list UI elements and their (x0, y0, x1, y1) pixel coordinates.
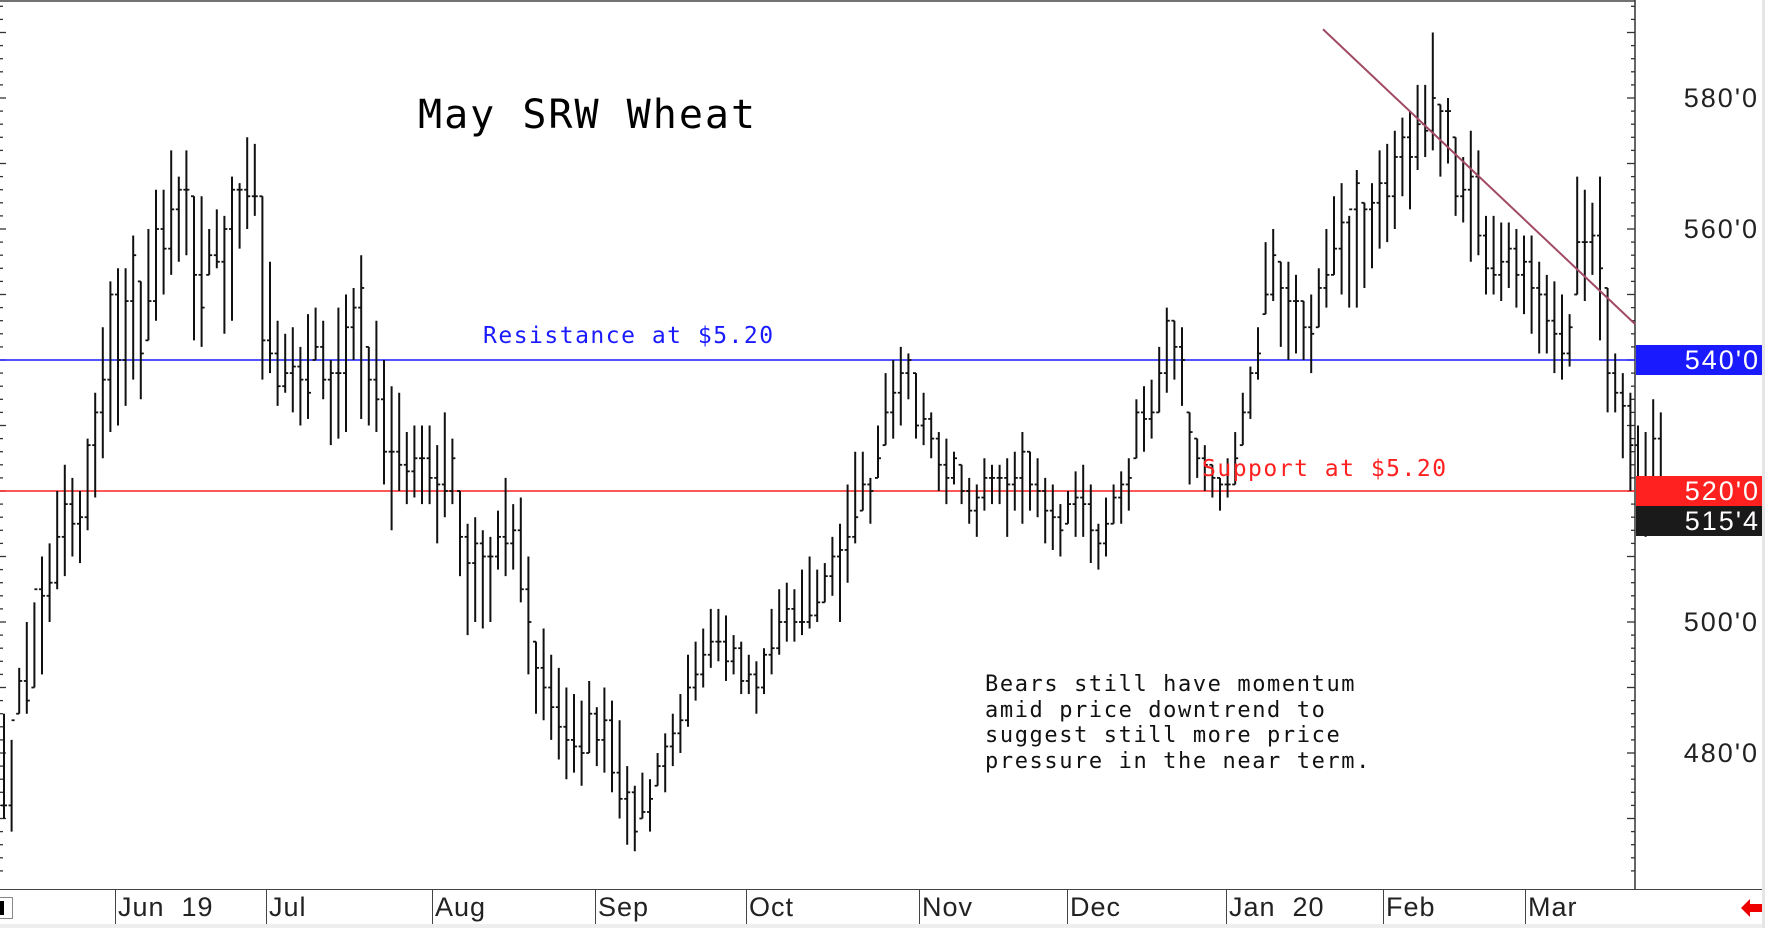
x-axis-month-label: Mar (1525, 890, 1578, 926)
x-axis-bottom-strip (0, 924, 1765, 928)
downtrend-line (1322, 28, 1636, 325)
x-axis-month-label: Jan 20 (1226, 890, 1325, 926)
scroll-left-arrow-icon[interactable] (1741, 899, 1763, 917)
x-axis-month-label: Jun 19 (115, 890, 214, 926)
last-price-tag: 515'4 (1636, 506, 1763, 536)
x-axis-month-label: Oct (746, 890, 794, 926)
x-axis-month-label: Feb (1383, 890, 1436, 926)
x-axis-end (1635, 889, 1637, 890)
price-bars (1, 32, 1672, 852)
resistance-label: Resistance at $5.20 (483, 323, 775, 349)
chart-title: May SRW Wheat (418, 92, 758, 138)
x-axis-month-label: Dec (1067, 890, 1121, 926)
y-axis-label: 480'0 (1683, 738, 1759, 768)
support-label: Support at $5.20 (1202, 456, 1448, 482)
x-axis-month-label: Nov (919, 890, 973, 926)
y-axis-label: 500'0 (1683, 607, 1759, 637)
y-axis-label: 580'0 (1683, 83, 1759, 113)
x-axis-month-label: Jul (266, 890, 307, 926)
y-axis-label: 560'0 (1683, 214, 1759, 244)
x-axis-month-label: Aug (432, 890, 486, 926)
x-axis: Jun 19 Jul Aug Sep Oct Nov Dec Jan 20 Feb Mar (0, 889, 1765, 926)
x-axis-month-label: Sep (595, 890, 649, 926)
scroll-thumb[interactable] (0, 897, 13, 919)
support-price-tag: 520'0 (1636, 476, 1763, 506)
resistance-price-tag: 540'0 (1636, 345, 1763, 375)
annotation-text: Bears still have momentum amid price dow… (985, 672, 1371, 774)
window-edge (1762, 0, 1765, 928)
